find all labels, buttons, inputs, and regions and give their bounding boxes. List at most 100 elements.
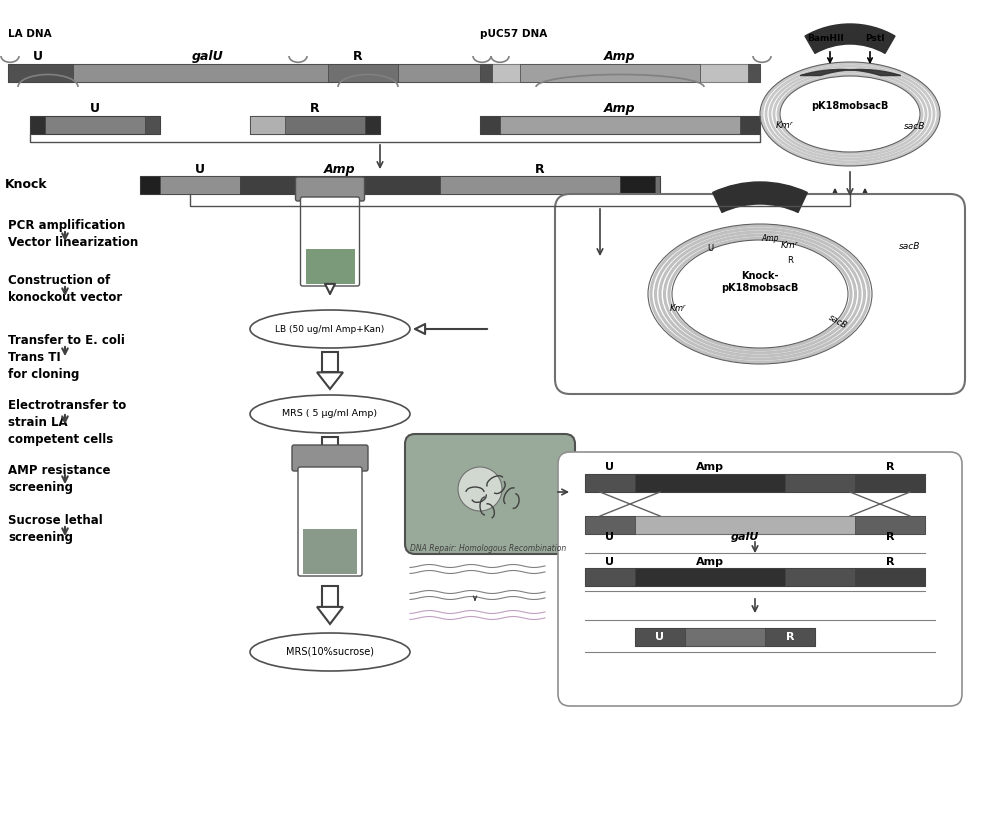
FancyBboxPatch shape	[30, 116, 45, 134]
Text: AMP resistance
screening: AMP resistance screening	[8, 464, 110, 494]
FancyBboxPatch shape	[8, 64, 73, 82]
Wedge shape	[805, 24, 895, 53]
Text: LA DNA: LA DNA	[8, 29, 52, 39]
Text: Sucrose lethal
screening: Sucrose lethal screening	[8, 514, 103, 544]
FancyBboxPatch shape	[635, 628, 815, 646]
Polygon shape	[317, 457, 343, 474]
Text: R: R	[353, 50, 363, 63]
Text: R: R	[886, 557, 894, 567]
Text: Transfer to E. coli
Trans TI
for cloning: Transfer to E. coli Trans TI for cloning	[8, 334, 125, 381]
FancyBboxPatch shape	[785, 474, 855, 492]
Text: sacB: sacB	[827, 314, 849, 331]
Text: galU: galU	[731, 532, 759, 542]
Text: R: R	[886, 462, 894, 472]
FancyBboxPatch shape	[585, 474, 635, 492]
FancyBboxPatch shape	[855, 516, 925, 534]
FancyBboxPatch shape	[298, 467, 362, 576]
Bar	[322, 352, 338, 372]
FancyBboxPatch shape	[328, 64, 398, 82]
Bar	[322, 437, 338, 457]
FancyBboxPatch shape	[635, 568, 785, 586]
Text: U: U	[606, 557, 614, 567]
FancyBboxPatch shape	[740, 116, 760, 134]
Text: R: R	[886, 532, 894, 542]
Text: U: U	[606, 532, 614, 542]
Circle shape	[458, 467, 502, 511]
Text: U: U	[707, 244, 713, 253]
Text: Amp: Amp	[696, 462, 724, 472]
FancyBboxPatch shape	[480, 116, 500, 134]
FancyBboxPatch shape	[365, 116, 380, 134]
FancyBboxPatch shape	[490, 64, 498, 82]
Text: R: R	[787, 256, 793, 265]
Text: sacB: sacB	[899, 242, 921, 251]
Text: U: U	[195, 163, 205, 176]
Text: R: R	[535, 163, 545, 176]
FancyBboxPatch shape	[292, 445, 368, 471]
Text: Km$^r$: Km$^r$	[775, 119, 795, 131]
FancyBboxPatch shape	[240, 176, 440, 194]
FancyBboxPatch shape	[140, 176, 660, 194]
Text: Knock-
pK18mobsacB: Knock- pK18mobsacB	[721, 271, 799, 294]
FancyBboxPatch shape	[296, 177, 364, 201]
Ellipse shape	[250, 633, 410, 671]
Text: PstI: PstI	[865, 34, 885, 43]
FancyBboxPatch shape	[635, 474, 785, 492]
Text: R: R	[786, 632, 794, 642]
FancyBboxPatch shape	[765, 628, 815, 646]
FancyBboxPatch shape	[140, 176, 160, 194]
FancyBboxPatch shape	[480, 116, 760, 134]
FancyBboxPatch shape	[8, 64, 498, 82]
Ellipse shape	[250, 395, 410, 433]
FancyBboxPatch shape	[520, 64, 700, 82]
Text: R: R	[310, 102, 320, 115]
FancyBboxPatch shape	[250, 116, 285, 134]
FancyBboxPatch shape	[785, 568, 855, 586]
Text: Amp: Amp	[324, 163, 356, 176]
Text: Amp: Amp	[696, 557, 724, 567]
FancyBboxPatch shape	[620, 176, 655, 194]
FancyBboxPatch shape	[558, 452, 962, 706]
Text: U: U	[656, 632, 664, 642]
Text: Km$^r$: Km$^r$	[669, 302, 687, 314]
FancyBboxPatch shape	[306, 249, 354, 284]
Text: Electrotransfer to
strain LA
competent cells: Electrotransfer to strain LA competent c…	[8, 399, 126, 446]
Text: U: U	[90, 102, 100, 115]
FancyBboxPatch shape	[30, 116, 160, 134]
Text: MRS(10%sucrose): MRS(10%sucrose)	[286, 647, 374, 657]
Bar	[322, 586, 338, 607]
Text: galU: galU	[192, 50, 224, 63]
FancyBboxPatch shape	[585, 568, 635, 586]
Text: sacB: sacB	[904, 122, 926, 131]
Text: Knock: Knock	[5, 178, 48, 192]
Text: BamHII: BamHII	[807, 34, 843, 43]
FancyBboxPatch shape	[635, 628, 685, 646]
Text: Amp: Amp	[604, 50, 636, 63]
Text: Construction of
konockout vector: Construction of konockout vector	[8, 274, 122, 304]
Text: LB (50 ug/ml Amp+Kan): LB (50 ug/ml Amp+Kan)	[275, 324, 385, 334]
FancyBboxPatch shape	[300, 197, 360, 286]
Text: pK18mobsacB: pK18mobsacB	[811, 101, 889, 111]
FancyBboxPatch shape	[585, 516, 635, 534]
Text: U: U	[33, 50, 43, 63]
FancyBboxPatch shape	[480, 64, 760, 82]
FancyBboxPatch shape	[440, 176, 620, 194]
Text: U: U	[606, 462, 614, 472]
Polygon shape	[858, 189, 872, 205]
Text: Km$^r$: Km$^r$	[780, 239, 800, 251]
FancyBboxPatch shape	[303, 529, 357, 574]
FancyBboxPatch shape	[405, 434, 575, 554]
Text: PCR amplification
Vector linearization: PCR amplification Vector linearization	[8, 219, 138, 249]
Text: Amp: Amp	[604, 102, 636, 115]
Polygon shape	[828, 189, 842, 205]
FancyBboxPatch shape	[585, 568, 925, 586]
Polygon shape	[317, 372, 343, 389]
FancyBboxPatch shape	[748, 64, 760, 82]
FancyBboxPatch shape	[585, 474, 925, 492]
FancyBboxPatch shape	[250, 116, 380, 134]
FancyBboxPatch shape	[855, 568, 925, 586]
Text: pUC57 DNA: pUC57 DNA	[480, 29, 547, 39]
Ellipse shape	[250, 310, 410, 348]
Text: MRS ( 5 μg/ml Amp): MRS ( 5 μg/ml Amp)	[282, 409, 378, 419]
FancyBboxPatch shape	[480, 64, 492, 82]
